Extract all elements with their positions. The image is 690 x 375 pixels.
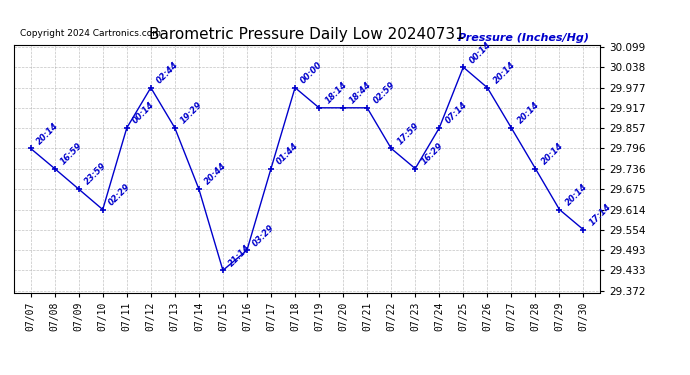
Text: 20:14: 20:14 (540, 141, 565, 166)
Text: 17:59: 17:59 (395, 121, 421, 146)
Text: Copyright 2024 Cartronics.com: Copyright 2024 Cartronics.com (19, 28, 161, 38)
Title: Barometric Pressure Daily Low 20240731: Barometric Pressure Daily Low 20240731 (149, 27, 465, 42)
Text: 02:59: 02:59 (371, 80, 397, 106)
Text: 07:14: 07:14 (444, 100, 469, 126)
Text: 03:29: 03:29 (251, 223, 277, 248)
Text: 20:14: 20:14 (491, 60, 517, 86)
Text: 00:14: 00:14 (131, 100, 157, 126)
Text: 00:14: 00:14 (467, 40, 493, 65)
Text: 20:14: 20:14 (564, 182, 589, 207)
Text: 19:29: 19:29 (179, 100, 204, 126)
Text: 20:14: 20:14 (34, 121, 60, 146)
Text: 17:14: 17:14 (588, 202, 613, 228)
Text: 00:00: 00:00 (299, 60, 324, 86)
Text: 02:44: 02:44 (155, 60, 180, 86)
Text: 18:44: 18:44 (347, 80, 373, 106)
Text: 16:59: 16:59 (59, 141, 84, 166)
Text: 20:44: 20:44 (203, 162, 228, 187)
Text: 21:14: 21:14 (227, 243, 253, 268)
Text: 18:14: 18:14 (323, 80, 348, 106)
Text: Pressure (Inches/Hg): Pressure (Inches/Hg) (457, 33, 589, 42)
Text: 23:59: 23:59 (83, 162, 108, 187)
Text: 16:29: 16:29 (420, 141, 445, 166)
Text: 02:29: 02:29 (107, 182, 132, 207)
Text: 01:44: 01:44 (275, 141, 301, 166)
Text: 20:14: 20:14 (515, 100, 541, 126)
